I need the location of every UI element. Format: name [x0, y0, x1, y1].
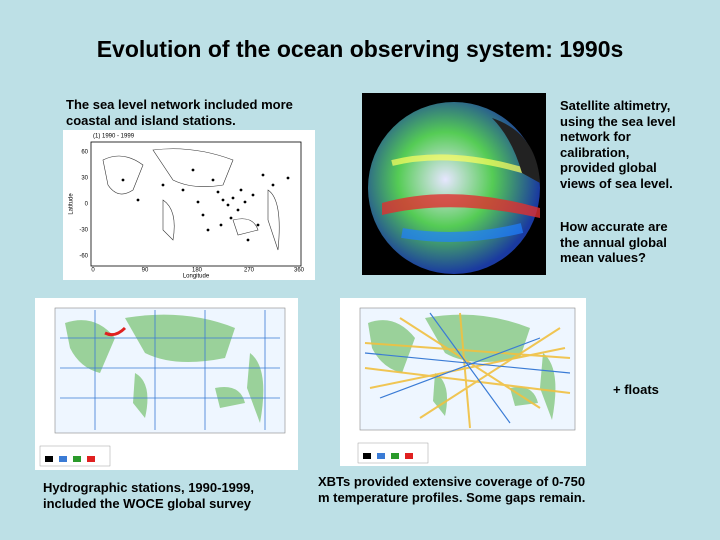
altimetry-globe [362, 93, 546, 275]
sea-level-plot: (1) 1990 - 1999 Latitude Longitude 60 30… [63, 130, 315, 280]
panel-label: (1) 1990 - 1999 [93, 134, 135, 140]
x-tick: 0 [91, 268, 95, 274]
y-tick: 60 [81, 150, 88, 156]
text-line: mean values? [560, 250, 646, 265]
text-line: the annual global [560, 234, 667, 250]
y-tick: 30 [81, 176, 88, 182]
text-line: network for [560, 129, 631, 144]
text-line: views of sea level. [560, 175, 673, 191]
floats-text: + floats [613, 382, 659, 397]
sections [60, 310, 280, 430]
hydrographic-map [35, 298, 298, 470]
y-label: Latitude [69, 193, 75, 215]
text-line: using the sea level [560, 113, 676, 129]
y-tick: -60 [79, 254, 88, 260]
y-tick: -30 [79, 228, 88, 234]
sea-level-text: The sea level network included more coas… [66, 97, 293, 128]
x-tick: 270 [244, 268, 255, 274]
text-line: XBTs provided extensive coverage of 0-75… [318, 474, 586, 489]
station-dots [121, 168, 290, 242]
text-line: included the WOCE global survey [43, 495, 252, 511]
text-line: The sea level network included more [66, 97, 293, 112]
y-tick: 0 [85, 202, 89, 208]
x-tick: 90 [142, 268, 149, 274]
xbt-lines-blue [364, 312, 571, 424]
x-tick: 180 [192, 268, 203, 274]
xbt-map [340, 298, 586, 466]
x-label: Longitude [183, 274, 210, 280]
hydrographic-text: Hydrographic stations, 1990-1999, includ… [43, 480, 254, 511]
text-line: provided global [560, 160, 657, 175]
coastlines [102, 148, 280, 251]
question-text: How accurate are the annual global mean … [560, 219, 668, 266]
x-tick: 360 [294, 268, 305, 274]
text-line: coastal and island stations. [66, 112, 236, 128]
xbt-text: XBTs provided extensive coverage of 0-75… [318, 474, 585, 505]
text-line: How accurate are [560, 219, 668, 234]
slide-title: Evolution of the ocean observing system:… [96, 36, 624, 62]
text-line: Satellite altimetry, [560, 98, 671, 113]
text-line: Hydrographic stations, 1990-1999, [43, 480, 254, 495]
text-line: calibration, [560, 144, 630, 160]
text-line: m temperature profiles. Some gaps remain… [318, 489, 586, 505]
altimetry-text: Satellite altimetry, using the sea level… [560, 98, 676, 191]
